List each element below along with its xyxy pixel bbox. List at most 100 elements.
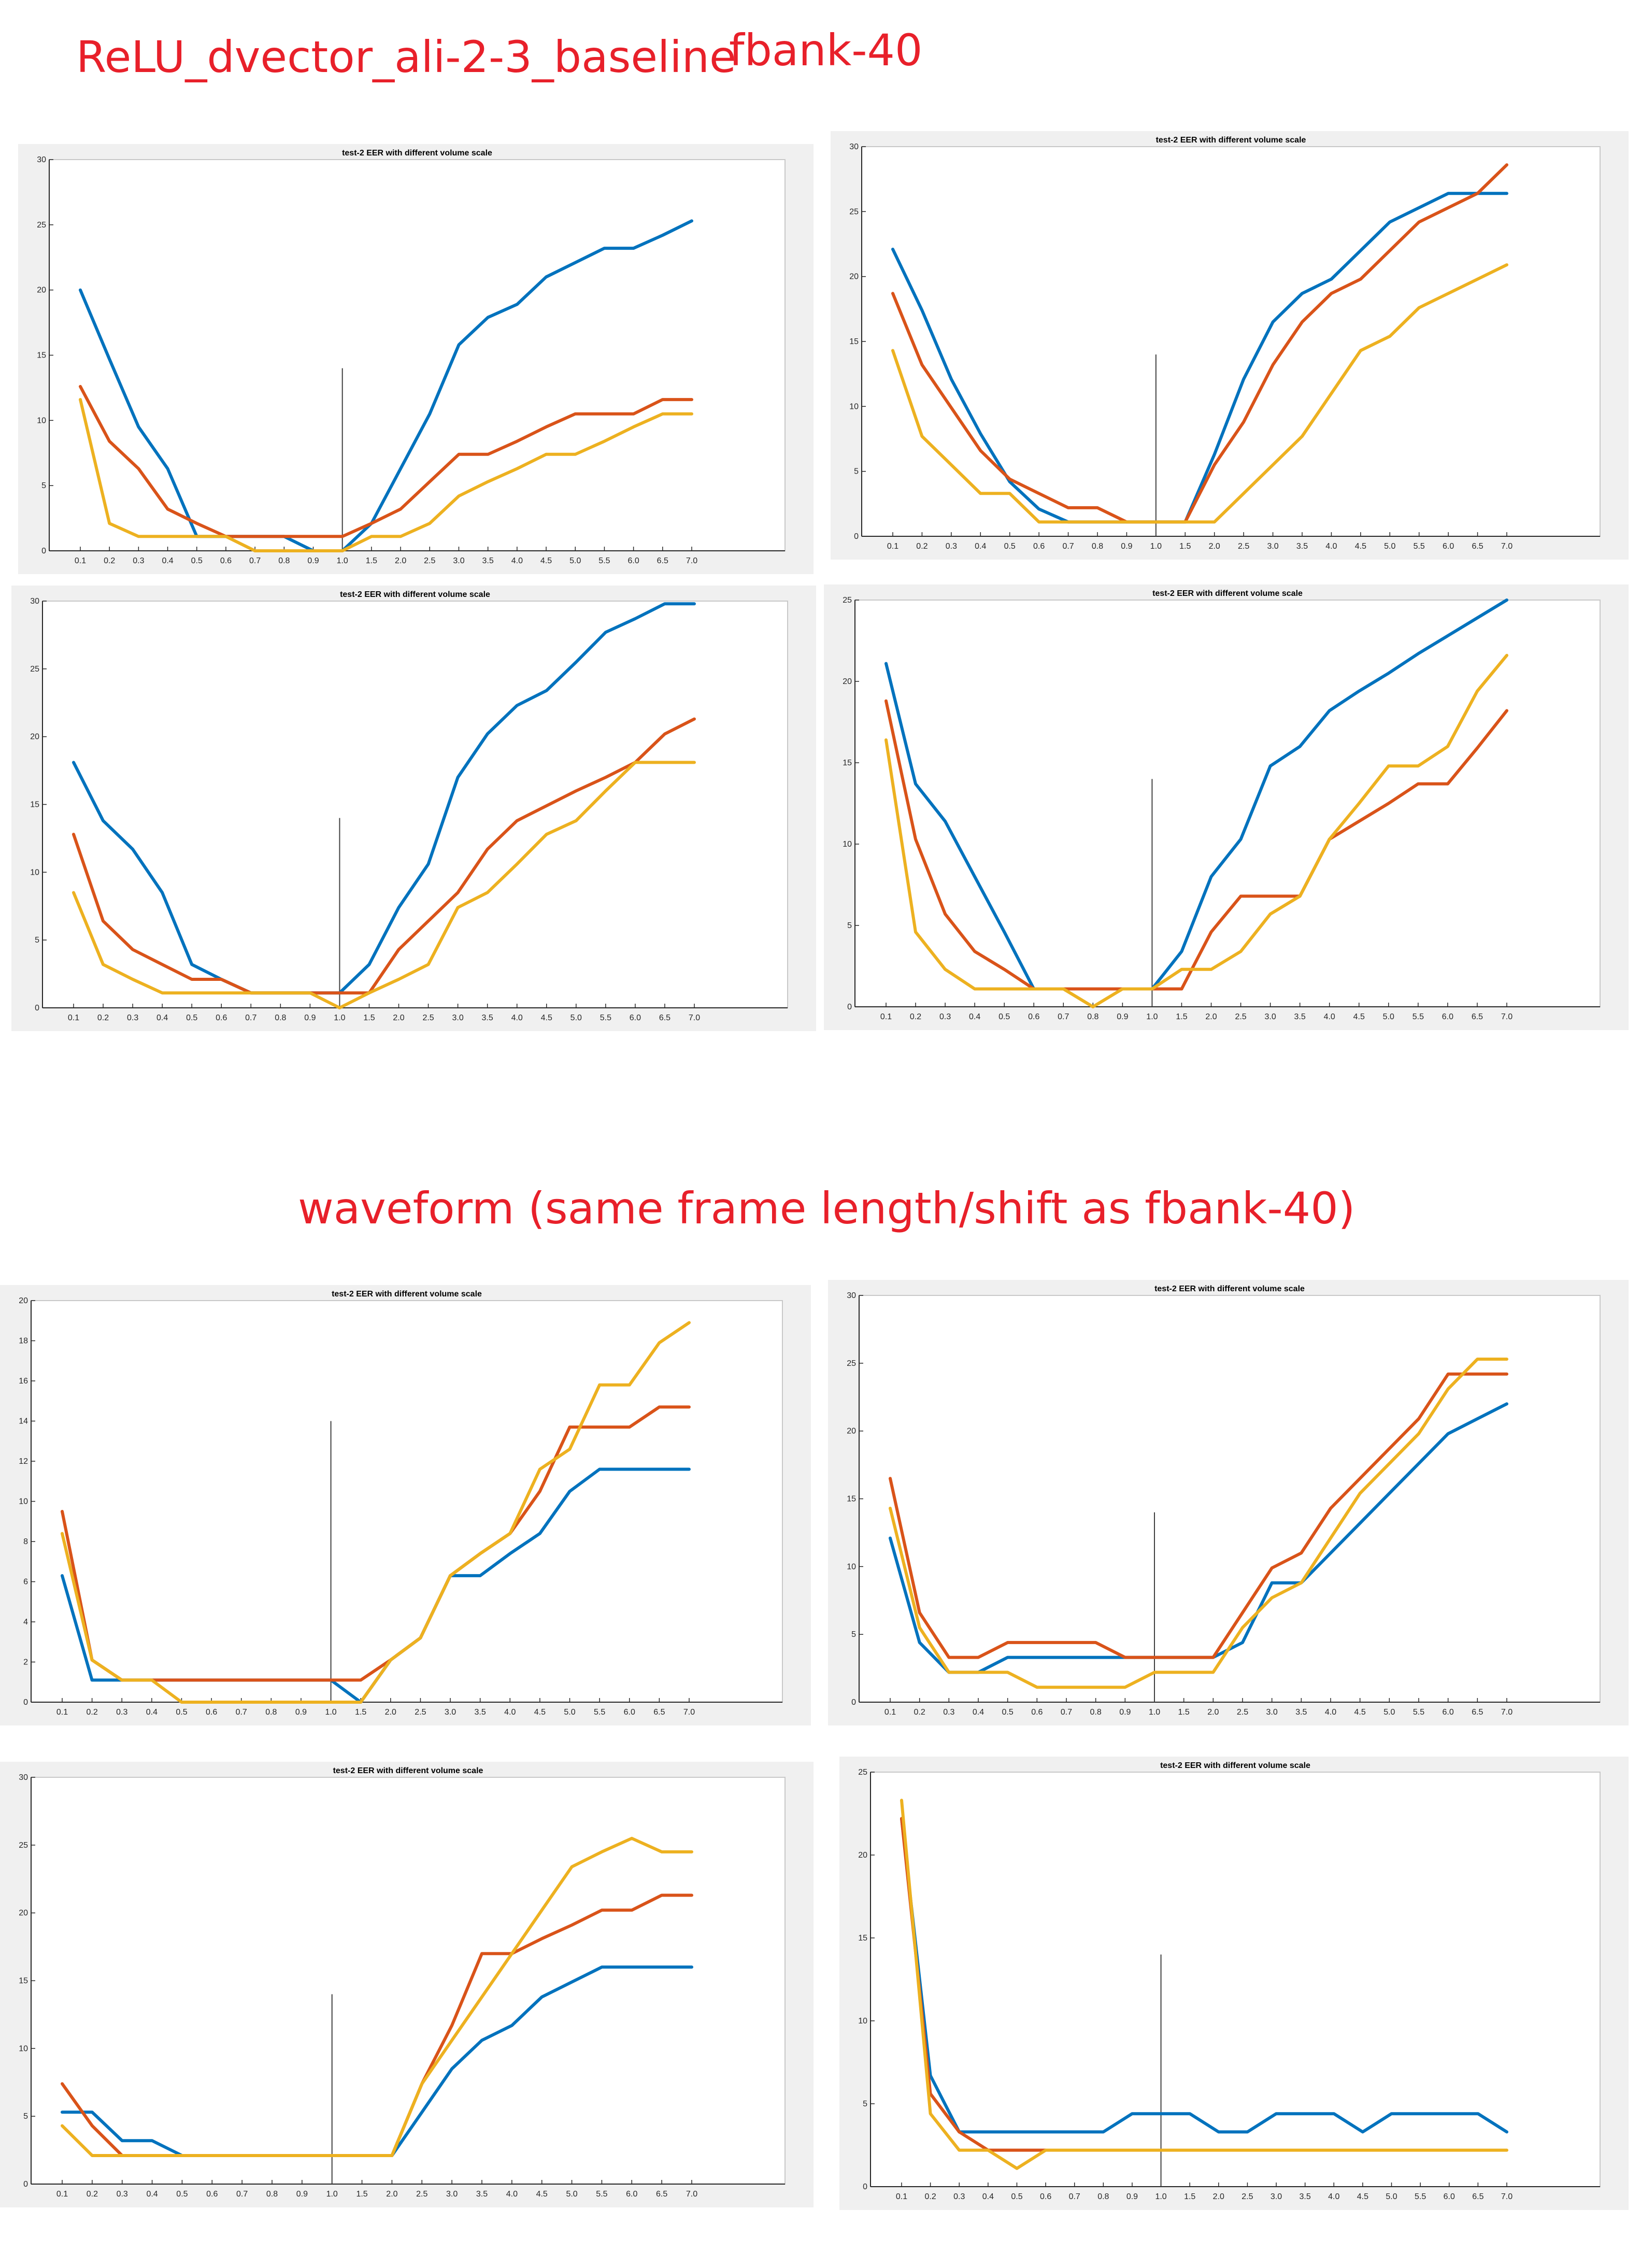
x-tick-label: 0.6 [1031, 1708, 1043, 1717]
x-tick-label: 0.3 [946, 542, 957, 551]
x-tick-label: 4.5 [1353, 1012, 1365, 1021]
x-tick-label: 0.7 [1062, 542, 1074, 551]
series-line-2 [72, 717, 696, 995]
x-tick-label: 2.0 [395, 557, 406, 565]
x-tick-label: 3.5 [476, 2190, 488, 2199]
chart-title: test-2 EER with different volume scale [1160, 1761, 1310, 1770]
x-tick-label: 7.0 [686, 557, 697, 565]
x-tick-label: 1.5 [366, 557, 377, 565]
x-tick-label: 5.0 [569, 557, 581, 565]
x-tick-label: 5.5 [600, 1014, 611, 1022]
x-tick-label: 1.5 [1184, 2192, 1195, 2201]
x-tick-label: 4.0 [504, 1708, 516, 1717]
y-tick-label: 20 [19, 1296, 28, 1305]
x-tick-label: 0.8 [265, 1708, 277, 1717]
series-line-3 [72, 761, 696, 1009]
x-tick-label: 3.0 [1271, 2192, 1282, 2201]
y-tick-label: 5 [851, 1630, 856, 1639]
x-tick-label: 5.0 [1386, 2192, 1397, 2201]
x-tick-label: 0.9 [307, 557, 319, 565]
chart-title: test-2 EER with different volume scale [1152, 589, 1303, 598]
chart-panel-7: test-2 EER with different volume scale 0 5… [0, 1762, 814, 2207]
x-tick-label: 6.5 [659, 1014, 670, 1022]
x-tick-label: 6.0 [1442, 1012, 1453, 1021]
y-tick-label: 15 [847, 1495, 856, 1504]
x-tick-label: 6.0 [1444, 2192, 1455, 2201]
x-tick-label: 3.5 [482, 1014, 493, 1022]
series-line-1 [900, 1817, 1508, 2134]
x-tick-label: 1.0 [325, 1708, 336, 1717]
y-tick-label: 10 [858, 2017, 867, 2025]
x-tick-label: 5.5 [1415, 2192, 1426, 2201]
x-tick-label: 0.1 [884, 1708, 896, 1717]
series-line-2 [884, 699, 1508, 991]
model-heading: ReLU_dvector_ali-2-3_baseline [76, 32, 736, 82]
x-tick-label: 6.5 [1472, 1708, 1483, 1717]
x-tick-label: 2.0 [386, 2190, 397, 2199]
x-tick-label: 3.0 [1266, 1708, 1278, 1717]
x-tick-label: 5.5 [598, 557, 610, 565]
chart-7: test-2 EER with different volume scale 0 5… [19, 1766, 786, 2199]
x-tick-label: 3.5 [482, 557, 494, 565]
y-tick-label: 5 [854, 467, 859, 476]
x-tick-label: 4.5 [536, 2190, 548, 2199]
x-tick-label: 0.7 [245, 1014, 256, 1022]
x-tick-label: 0.5 [191, 557, 203, 565]
x-tick-label: 2.5 [422, 1014, 434, 1022]
y-tick-label: 20 [843, 677, 852, 686]
x-tick-label: 4.0 [511, 1014, 523, 1022]
x-tick-label: 1.0 [334, 1014, 345, 1022]
y-tick-label: 20 [37, 286, 46, 295]
y-tick-label: 30 [30, 597, 39, 606]
x-tick-label: 7.0 [686, 2190, 697, 2199]
x-tick-label: 6.0 [627, 557, 639, 565]
x-tick-label: 0.8 [1092, 542, 1103, 551]
x-tick-label: 0.3 [127, 1014, 138, 1022]
x-tick-label: 5.5 [1412, 1012, 1424, 1021]
x-tick-label: 5.0 [1384, 542, 1395, 551]
y-tick-label: 15 [849, 337, 859, 346]
series-line-3 [61, 1836, 693, 2157]
y-tick-label: 20 [847, 1427, 856, 1436]
y-tick-label: 10 [19, 1497, 28, 1506]
x-tick-label: 6.5 [656, 2190, 667, 2199]
x-tick-label: 0.2 [924, 2192, 936, 2201]
y-tick-label: 0 [23, 1698, 28, 1707]
x-tick-label: 1.0 [337, 557, 348, 565]
y-tick-label: 5 [41, 481, 46, 490]
y-tick-label: 30 [849, 142, 859, 151]
x-tick-label: 6.5 [1472, 542, 1483, 551]
x-tick-label: 4.5 [1357, 2192, 1368, 2201]
series-line-2 [891, 163, 1508, 524]
x-tick-label: 0.9 [304, 1014, 316, 1022]
x-tick-label: 2.0 [385, 1708, 396, 1717]
x-tick-label: 0.5 [1004, 542, 1016, 551]
x-tick-label: 0.2 [910, 1012, 921, 1021]
y-tick-label: 10 [37, 416, 46, 425]
x-tick-label: 3.0 [452, 1014, 463, 1022]
series-line-3 [884, 653, 1508, 1008]
x-tick-label: 7.0 [1501, 542, 1512, 551]
chart-4: test-2 EER with different volume scale 0 5… [843, 589, 1601, 1021]
x-tick-label: 2.0 [1209, 542, 1220, 551]
chart-2: test-2 EER with different volume scale 0 5… [849, 136, 1601, 551]
x-tick-label: 0.2 [97, 1014, 109, 1022]
x-tick-label: 0.1 [75, 557, 86, 565]
chart-title: test-2 EER with different volume scale [1154, 1285, 1305, 1293]
x-tick-label: 3.0 [446, 2190, 458, 2199]
x-tick-label: 0.1 [887, 542, 898, 551]
x-tick-label: 0.2 [86, 1708, 97, 1717]
y-tick-label: 15 [858, 1934, 867, 1943]
chart-8: test-2 EER with different volume scale 0 5… [858, 1761, 1601, 2201]
y-tick-label: 12 [19, 1457, 28, 1466]
x-tick-label: 0.5 [1002, 1708, 1014, 1717]
x-tick-label: 1.0 [1150, 542, 1162, 551]
x-tick-label: 1.0 [1155, 2192, 1166, 2201]
x-tick-label: 0.5 [998, 1012, 1010, 1021]
y-tick-label: 0 [863, 2183, 867, 2191]
series-line-3 [889, 1358, 1508, 1689]
plot-area [861, 146, 1601, 537]
x-tick-label: 6.5 [653, 1708, 665, 1717]
x-tick-label: 0.9 [295, 1708, 307, 1717]
series-line-3 [79, 398, 693, 552]
